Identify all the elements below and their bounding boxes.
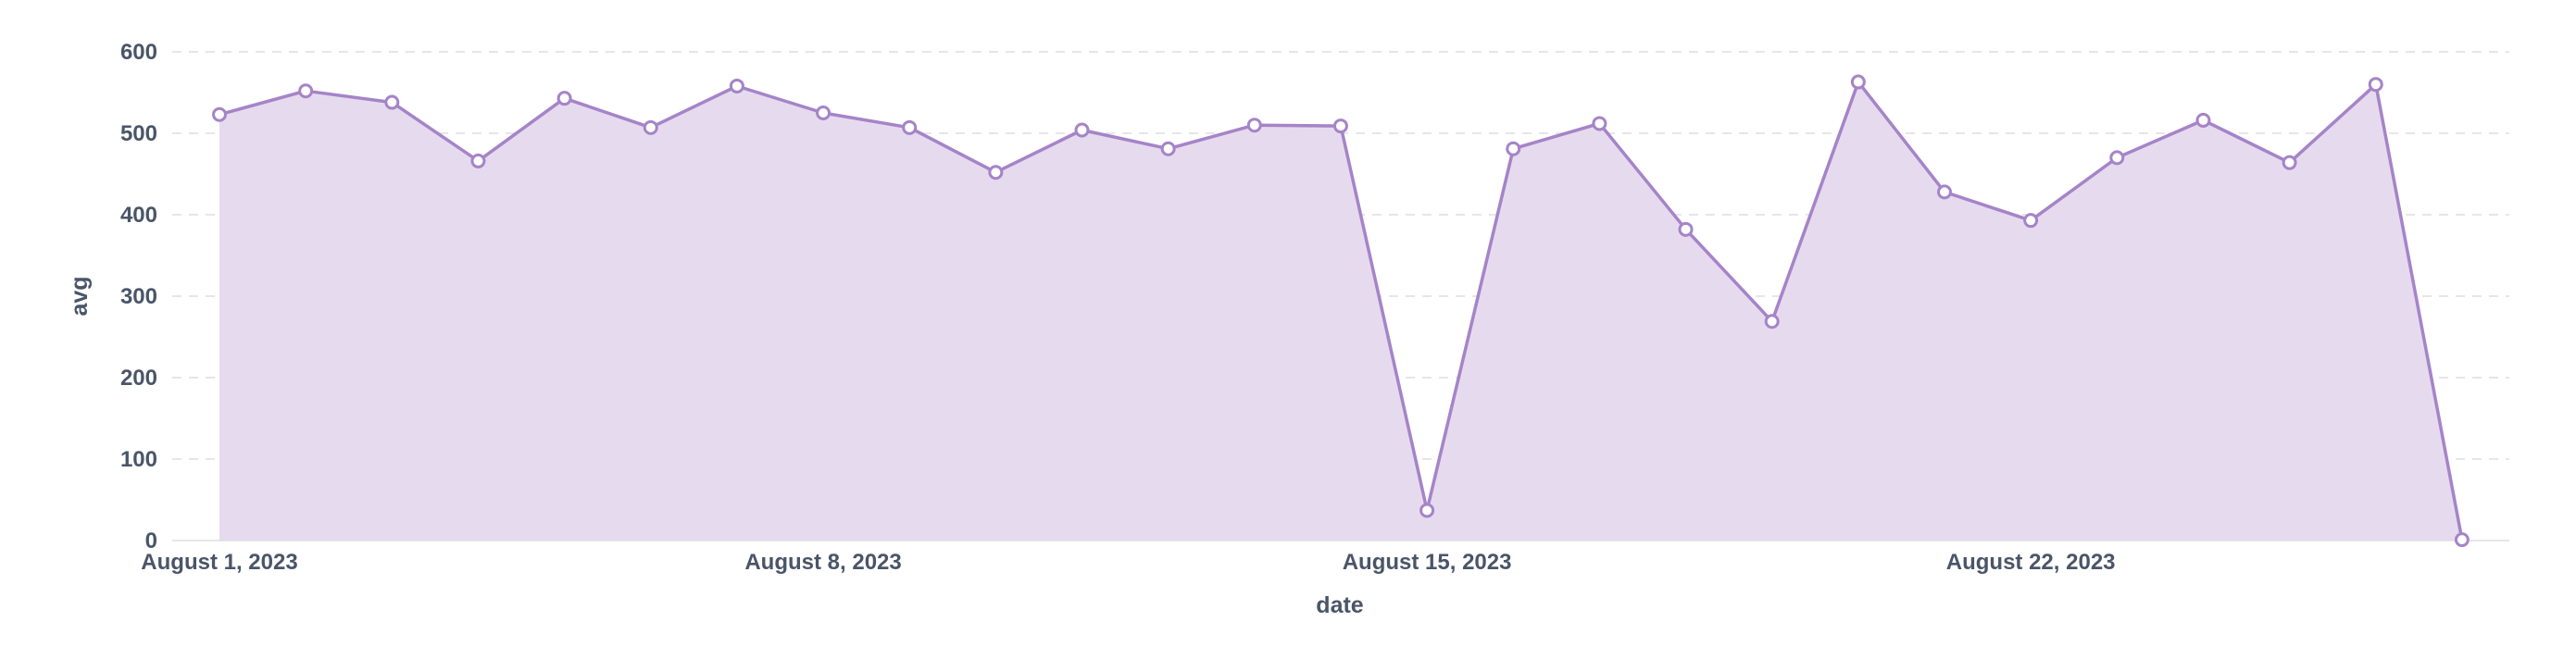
y-tick-label: 400: [120, 203, 157, 228]
data-point[interactable]: [2023, 213, 2039, 229]
y-tick-label: 200: [120, 366, 157, 391]
data-point[interactable]: [1592, 116, 1607, 131]
data-point[interactable]: [1332, 118, 1348, 134]
y-tick-label: 100: [120, 447, 157, 472]
data-point[interactable]: [1764, 314, 1780, 330]
x-tick-label: August 1, 2023: [141, 550, 297, 575]
data-point[interactable]: [729, 78, 744, 93]
y-tick-label: 0: [145, 528, 157, 553]
data-point[interactable]: [384, 94, 400, 110]
data-point[interactable]: [988, 165, 1004, 180]
x-axis-ticks: August 1, 2023 August 8, 2023 August 15, 2…: [141, 550, 2115, 575]
data-point[interactable]: [1678, 221, 1694, 237]
data-point[interactable]: [1160, 141, 1176, 156]
x-tick-label: August 8, 2023: [744, 550, 901, 575]
y-tick-label: 300: [120, 284, 157, 309]
y-axis-ticks: 0 100 200 300 400 500 600: [120, 40, 157, 553]
data-point[interactable]: [1246, 118, 1262, 133]
data-point[interactable]: [298, 83, 314, 99]
x-axis-title: date: [1316, 592, 1364, 618]
y-tick-label: 600: [120, 40, 157, 65]
y-axis-title: avg: [67, 276, 93, 316]
data-point[interactable]: [816, 106, 832, 120]
y-tick-label: 500: [120, 121, 157, 146]
data-point[interactable]: [2454, 532, 2470, 548]
data-point[interactable]: [2282, 155, 2297, 170]
series-area: [219, 81, 2462, 541]
data-point[interactable]: [2368, 77, 2383, 93]
x-tick-label: August 22, 2023: [1946, 550, 2116, 575]
data-point[interactable]: [902, 119, 918, 135]
data-points: [212, 74, 2470, 548]
data-point[interactable]: [1419, 503, 1435, 518]
x-tick-label: August 15, 2023: [1343, 550, 1512, 575]
data-point[interactable]: [2109, 150, 2125, 166]
data-point[interactable]: [470, 153, 486, 168]
data-point[interactable]: [643, 119, 658, 135]
area-layer: [219, 81, 2462, 541]
data-point[interactable]: [1937, 184, 1952, 200]
data-point[interactable]: [1074, 122, 1090, 138]
data-point[interactable]: [1850, 74, 1866, 90]
data-point[interactable]: [1506, 141, 1521, 156]
data-point[interactable]: [212, 106, 227, 122]
data-point[interactable]: [556, 91, 572, 106]
data-point[interactable]: [2195, 112, 2211, 128]
